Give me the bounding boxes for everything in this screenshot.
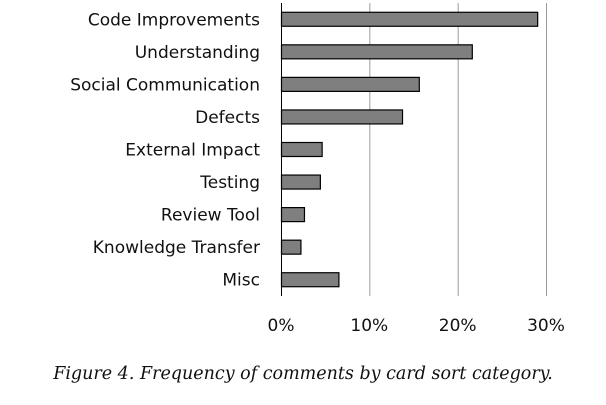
bar-external-impact xyxy=(280,141,323,158)
bar-knowledge-transfer xyxy=(280,239,302,255)
figure-caption: Figure 4. Frequency of comments by card … xyxy=(53,364,553,384)
x-tick-30: 30% xyxy=(527,316,565,336)
category-labels: Code Improvements Understanding Social Com… xyxy=(70,10,260,290)
category-label-testing: Testing xyxy=(199,173,260,193)
bar-misc xyxy=(280,272,340,288)
x-tick-0: 0% xyxy=(268,316,295,336)
bar-understanding xyxy=(280,44,473,60)
category-label-misc: Misc xyxy=(222,271,260,291)
category-label-review-tool: Review Tool xyxy=(161,206,260,226)
x-tick-20: 20% xyxy=(439,316,477,336)
bars-group xyxy=(280,11,539,288)
bar-social-communication xyxy=(280,76,420,92)
category-label-defects: Defects xyxy=(195,108,260,128)
category-label-knowledge-transfer: Knowledge Transfer xyxy=(93,238,260,258)
x-tick-labels: 0% 10% 20% 30% xyxy=(268,316,565,336)
bar-code-improvements xyxy=(280,11,539,27)
category-label-social-communication: Social Communication xyxy=(70,75,260,95)
bar-testing xyxy=(280,174,321,190)
category-label-external-impact: External Impact xyxy=(125,141,260,161)
category-label-code-improvements: Code Improvements xyxy=(88,10,260,30)
bar-review-tool xyxy=(280,207,306,223)
x-tick-10: 10% xyxy=(350,316,388,336)
category-label-understanding: Understanding xyxy=(135,43,260,63)
bar-defects xyxy=(280,109,404,125)
